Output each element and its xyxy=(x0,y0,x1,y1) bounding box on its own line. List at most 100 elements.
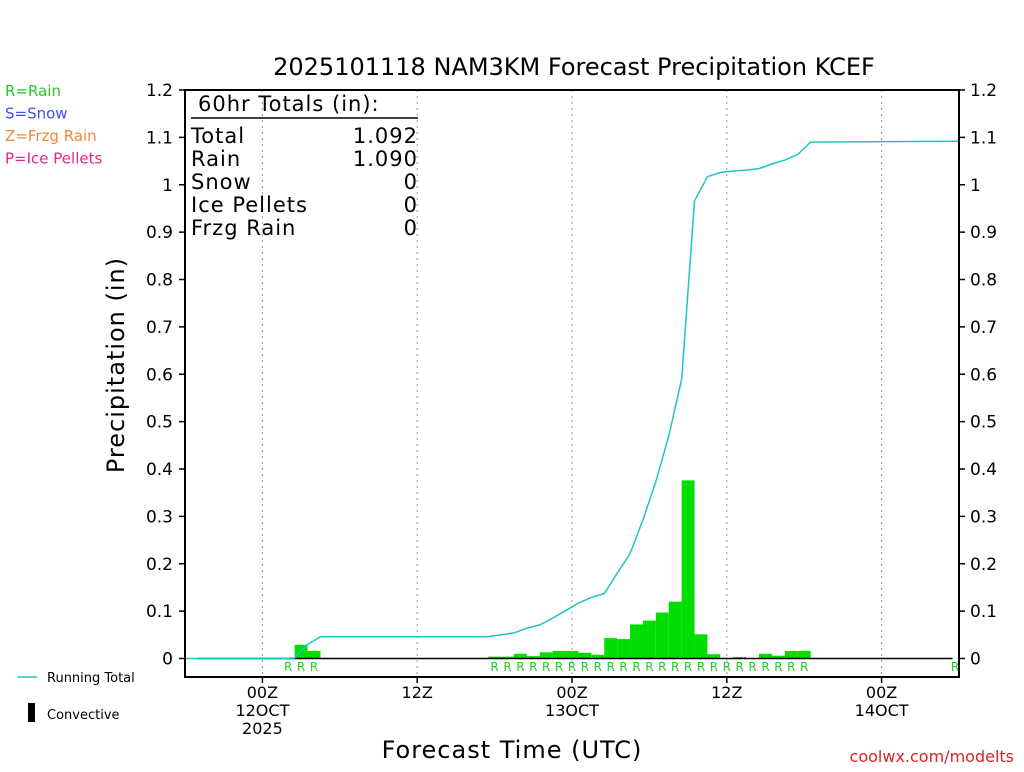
running-total-line xyxy=(185,140,960,660)
y-tick-label-left: 0.8 xyxy=(146,271,173,291)
x-tick-label: 12Z xyxy=(402,683,433,702)
ptype-legend: R=Rain S=Snow Z=Frzg Rain P=Ice Pellets xyxy=(5,82,102,168)
y-tick-label-left: 0.2 xyxy=(146,555,173,575)
y-tick-label-left: 1.2 xyxy=(146,81,173,101)
y-tick-label-left: 0.3 xyxy=(146,507,173,527)
y-tick-label-right: 1.1 xyxy=(970,128,997,148)
ptype-marker: R xyxy=(581,660,589,674)
totals-row-label: Total xyxy=(190,124,245,148)
precip-bar xyxy=(759,653,772,659)
x-tick-label: 00Z xyxy=(866,683,897,702)
ptype-marker: R xyxy=(568,660,576,674)
y-tick-label-left: 0.1 xyxy=(146,602,173,622)
ptype-marker: R xyxy=(658,660,666,674)
x-tick-label: 12OCT xyxy=(235,701,289,720)
ptype-marker: R xyxy=(645,660,653,674)
ptype-marker: R xyxy=(297,660,305,674)
totals-row-value: 1.090 xyxy=(353,147,418,171)
ptype-marker: R xyxy=(516,660,524,674)
y-axis-label: Precipitation (in) xyxy=(102,257,130,473)
precip-bar xyxy=(513,653,527,659)
y-tick-label-left: 0.7 xyxy=(146,318,173,338)
ptype-marker: R xyxy=(723,660,731,674)
precip-bar xyxy=(694,634,708,659)
x-tick-label: 14OCT xyxy=(855,701,909,720)
ptype-marker: R xyxy=(684,660,692,674)
precip-bar xyxy=(642,620,656,659)
ptype-marker: R xyxy=(671,660,679,674)
ptype-marker: R xyxy=(697,660,705,674)
y-tick-label-left: 0.9 xyxy=(146,223,173,243)
y-tick-label-right: 0.5 xyxy=(970,413,997,433)
ptype-marker: R xyxy=(594,660,602,674)
precip-bar xyxy=(307,650,321,659)
ptype-marker: R xyxy=(748,660,756,674)
totals-row-value: 0 xyxy=(404,193,418,217)
ptype-marker: R xyxy=(607,660,615,674)
convective-legend-label: Convective xyxy=(47,708,120,723)
ptype-marker: R xyxy=(761,660,769,674)
ptype-marker: R xyxy=(490,660,498,674)
x-tick-label: 13OCT xyxy=(545,701,599,720)
ptype-marker: R xyxy=(774,660,782,674)
ptype-marker: R xyxy=(503,660,511,674)
precip-bar xyxy=(771,655,785,659)
y-tick-label-right: 0.8 xyxy=(970,271,997,291)
ptype-marker: R xyxy=(632,660,640,674)
totals-box: 60hr Totals (in): Total 1.092 Rain 1.090 Snow… xyxy=(190,92,418,240)
precip-bar xyxy=(526,656,540,659)
ptype-marker: R xyxy=(555,660,563,674)
totals-row-value: 0 xyxy=(404,216,418,240)
ptype-legend-item: S=Snow xyxy=(5,105,68,123)
bars-layer xyxy=(294,480,811,659)
y-tick-label-left: 1.1 xyxy=(146,128,173,148)
precip-bar xyxy=(797,650,811,659)
totals-row-label: Snow xyxy=(191,170,252,194)
totals-row-label: Frzg Rain xyxy=(191,216,296,240)
precip-bar xyxy=(784,650,798,659)
y-tick-label-right: 0.6 xyxy=(970,365,997,385)
totals-row-label: Rain xyxy=(191,147,241,171)
y-tick-label-left: 0 xyxy=(162,650,173,670)
x-tick-label: 12Z xyxy=(711,683,742,702)
ptype-legend-item: P=Ice Pellets xyxy=(5,150,102,168)
precip-bar xyxy=(707,654,721,659)
precip-bar xyxy=(565,650,579,659)
precip-bar xyxy=(578,652,592,659)
y-tick-label-left: 1 xyxy=(162,176,173,196)
y-tick-label-right: 0.9 xyxy=(970,223,997,243)
precip-bar xyxy=(681,480,695,659)
precip-bar xyxy=(539,652,553,659)
y-tick-label-right: 0 xyxy=(970,650,981,670)
precip-bar xyxy=(552,650,566,659)
y-tick-label-right: 0.7 xyxy=(970,318,997,338)
ptype-marker: R xyxy=(951,660,959,674)
x-tick-label: 00Z xyxy=(247,683,278,702)
ptype-marker: R xyxy=(310,660,318,674)
totals-row-value: 0 xyxy=(404,170,418,194)
axes-layer: 0 00.1 0.10.2 0.20.3 0.30.4 0.40.5 0.50.6 0.60.… xyxy=(146,81,997,738)
ptype-marker: R xyxy=(787,660,795,674)
precip-bar xyxy=(668,601,682,659)
precip-bar xyxy=(617,639,631,659)
y-tick-label-left: 0.6 xyxy=(146,365,173,385)
precip-bar xyxy=(501,656,514,659)
ptype-marker: R xyxy=(529,660,537,674)
credit-text: coolwx.com/modelts xyxy=(850,747,1014,766)
precip-bar xyxy=(655,612,669,659)
y-tick-label-right: 0.4 xyxy=(970,460,997,480)
ptype-marker: R xyxy=(800,660,808,674)
ptype-marker: R xyxy=(619,660,627,674)
bottom-legend: Running Total Convective xyxy=(17,671,135,723)
y-tick-label-right: 0.3 xyxy=(970,507,997,527)
precip-bar xyxy=(488,656,502,659)
y-tick-label-right: 0.1 xyxy=(970,602,997,622)
ptype-legend-item: R=Rain xyxy=(5,82,61,100)
grid-lines xyxy=(261,90,883,677)
x-tick-label: 00Z xyxy=(556,683,587,702)
ptype-marker: R xyxy=(284,660,292,674)
chart-title: 2025101118 NAM3KM Forecast Precipitation… xyxy=(273,53,875,81)
